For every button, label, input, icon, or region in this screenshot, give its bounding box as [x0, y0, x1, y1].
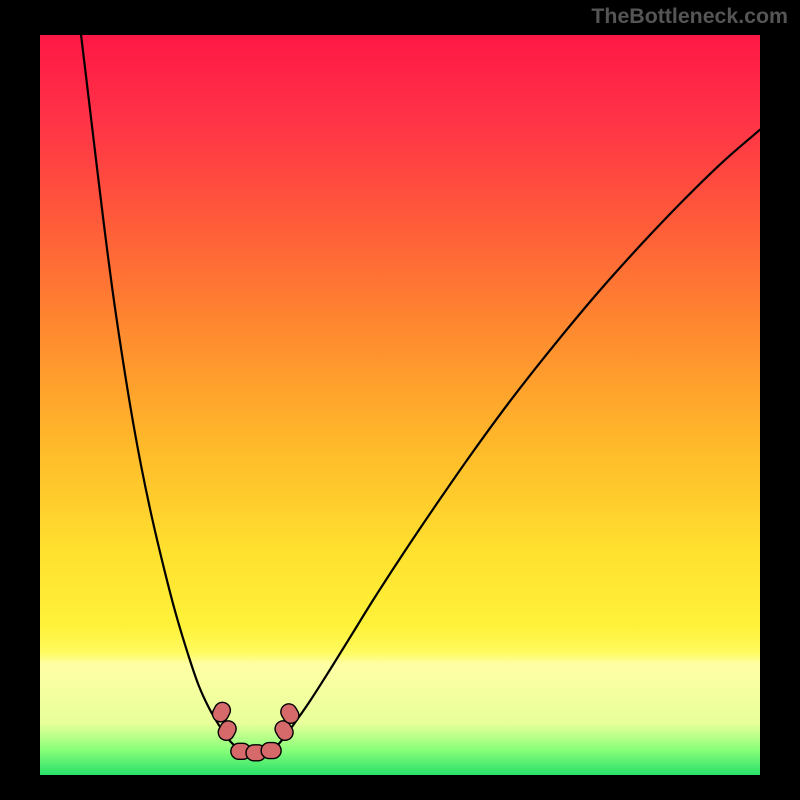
marker [261, 743, 281, 759]
curve-left [81, 35, 242, 753]
plot-area [40, 35, 760, 775]
curve-right [270, 130, 760, 753]
chart-container: TheBottleneck.com [0, 0, 800, 800]
watermark-text: TheBottleneck.com [591, 4, 788, 29]
chart-svg [40, 35, 760, 775]
